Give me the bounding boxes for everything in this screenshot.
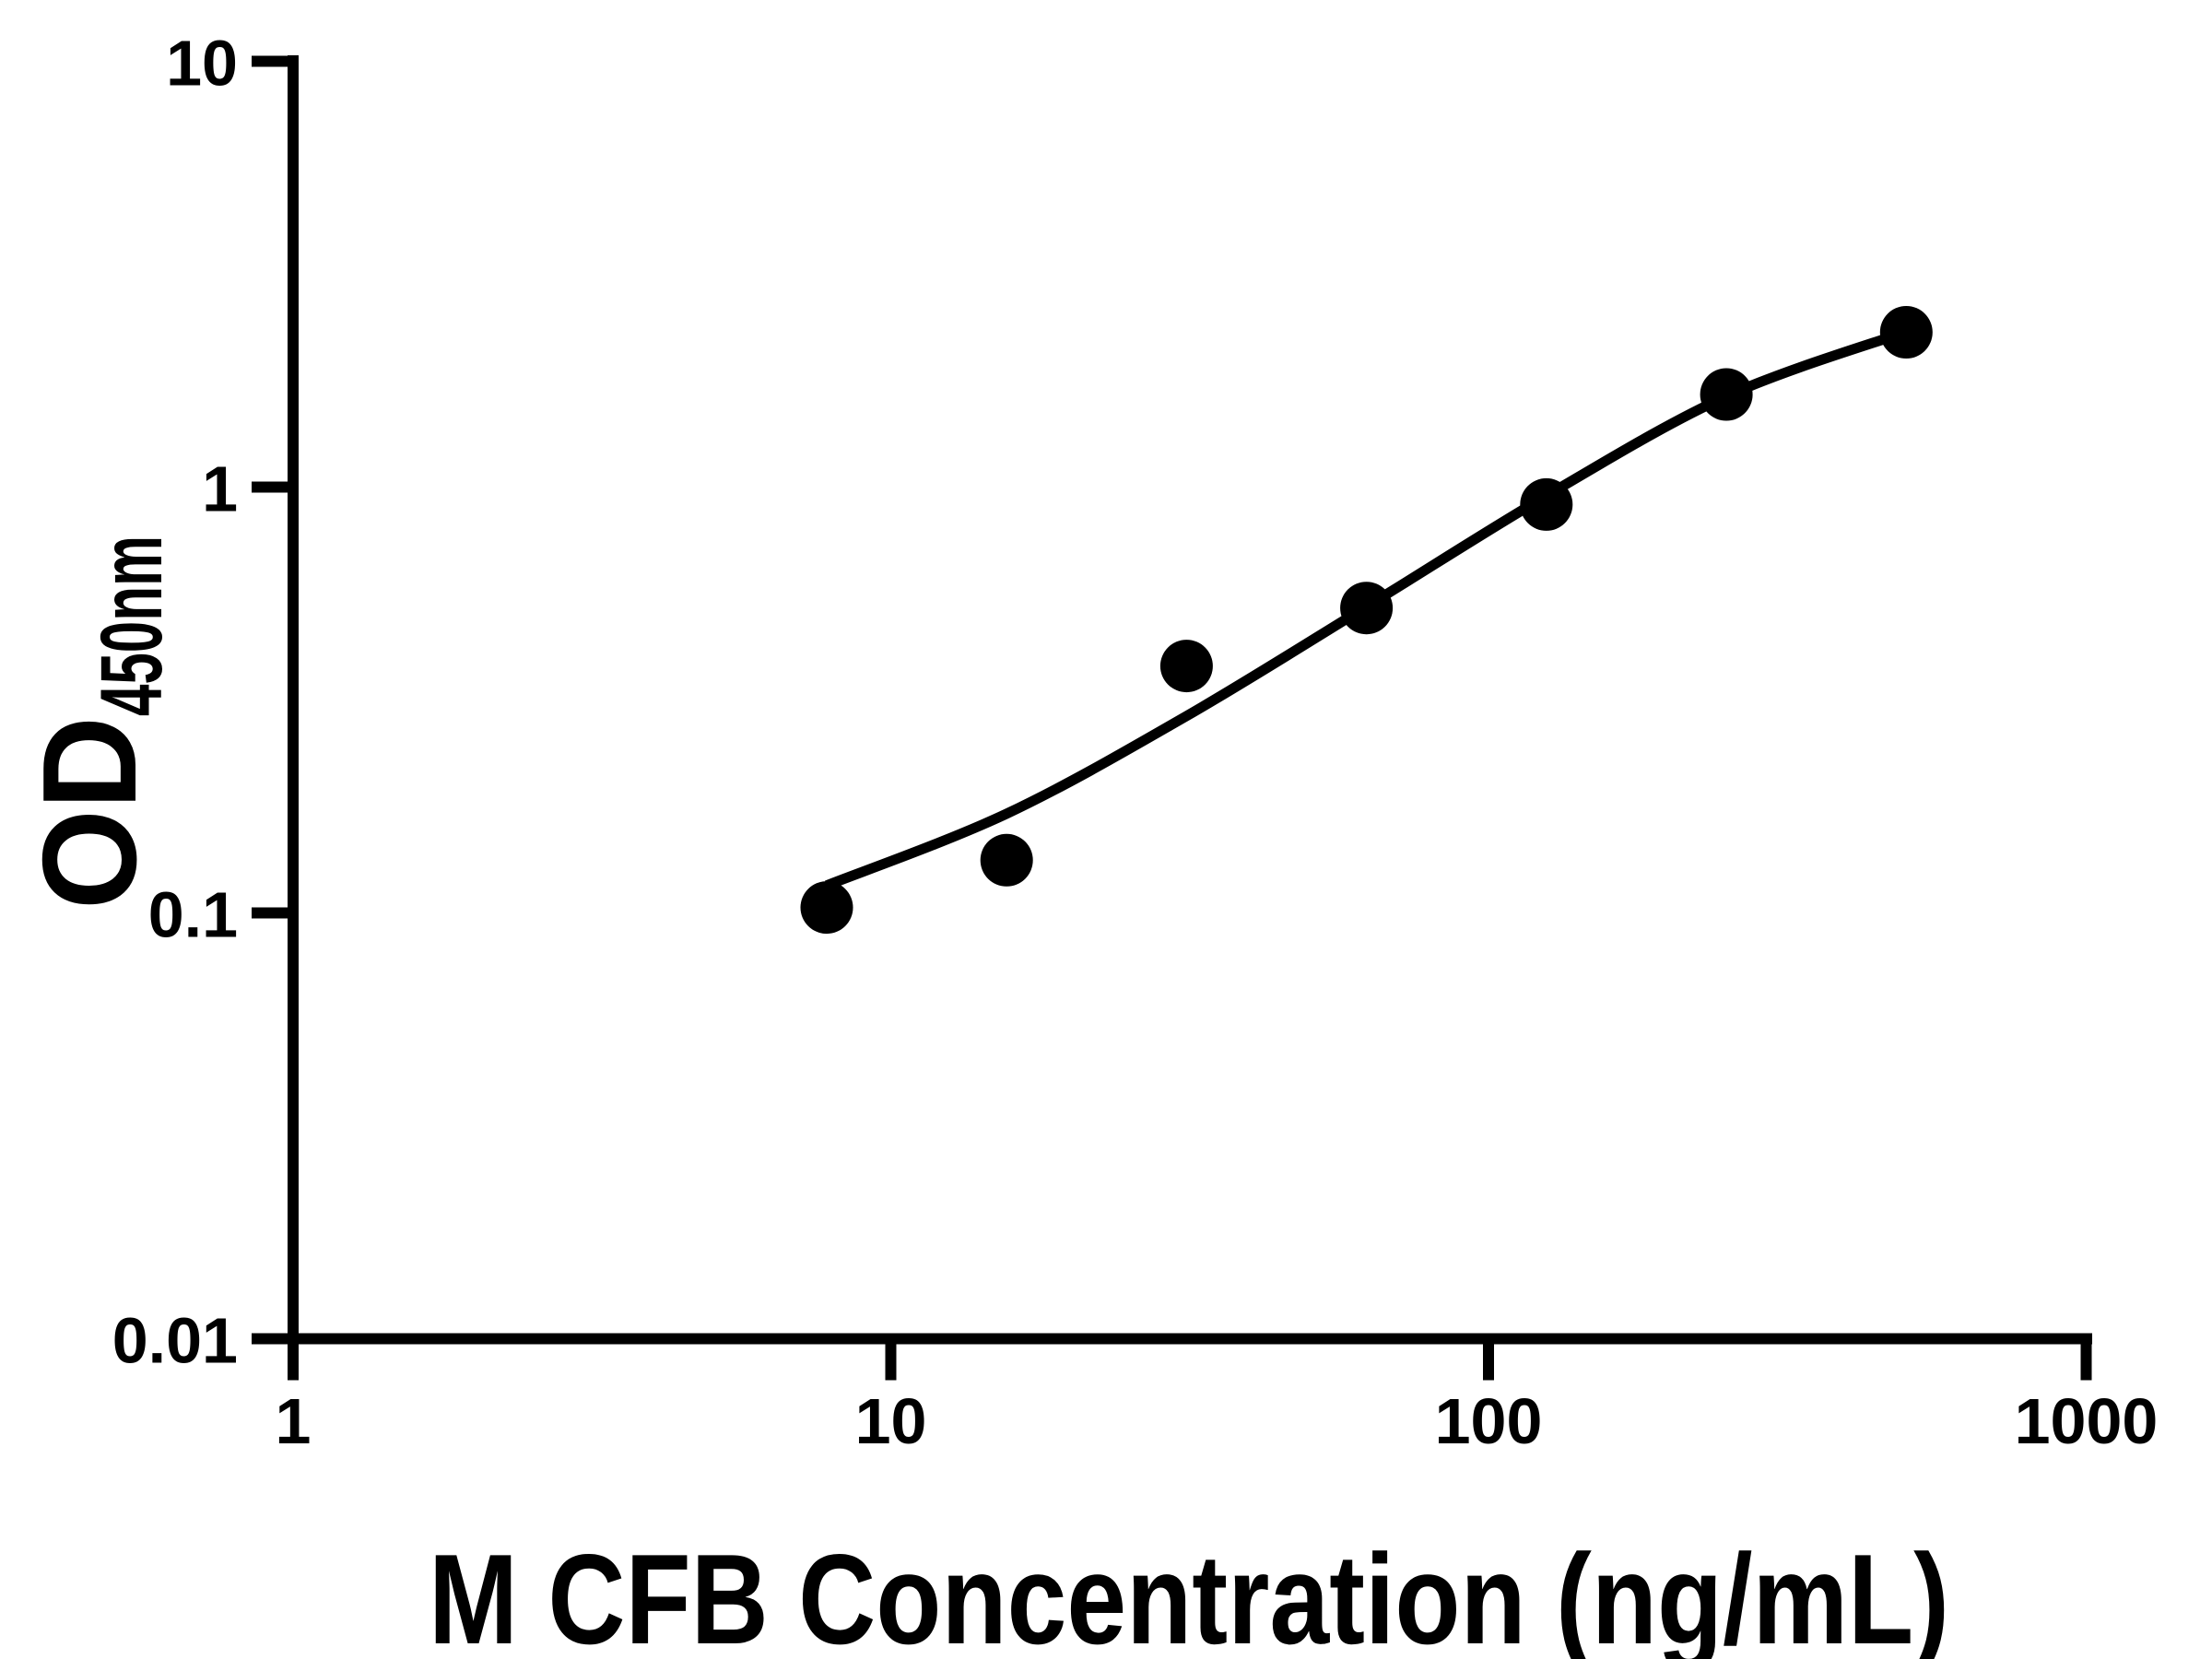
data-points	[800, 306, 1933, 935]
x-tick-label: 1000	[2015, 1385, 2159, 1457]
x-tick-label: 10	[855, 1385, 927, 1457]
data-point-marker	[1340, 582, 1394, 635]
y-tick-label: 0.01	[112, 1305, 238, 1377]
y-tick-label: 0.1	[148, 879, 238, 951]
x-tick-label: 1	[276, 1385, 312, 1457]
data-point-marker	[800, 881, 853, 935]
y-tick-label: 10	[166, 28, 238, 100]
y-tick-label: 1	[202, 453, 238, 525]
data-point-marker	[1879, 306, 1933, 359]
data-point-marker	[1520, 477, 1573, 531]
tick-labels: 10 1 0.1 0.01 1 10 100 1000	[112, 28, 2159, 1458]
data-point-marker	[1700, 368, 1753, 421]
y-axis-title-subscript: 450nm	[83, 535, 181, 716]
x-tick-label: 100	[1435, 1385, 1543, 1457]
data-point-marker	[1159, 640, 1213, 693]
y-axis-title-main: OD	[15, 716, 164, 910]
x-axis-title: M CFB Concentration (ng/mL)	[429, 1528, 1949, 1659]
data-point-marker	[980, 833, 1033, 887]
axes	[252, 55, 2092, 1381]
y-axis-title: OD450nm	[15, 535, 181, 910]
